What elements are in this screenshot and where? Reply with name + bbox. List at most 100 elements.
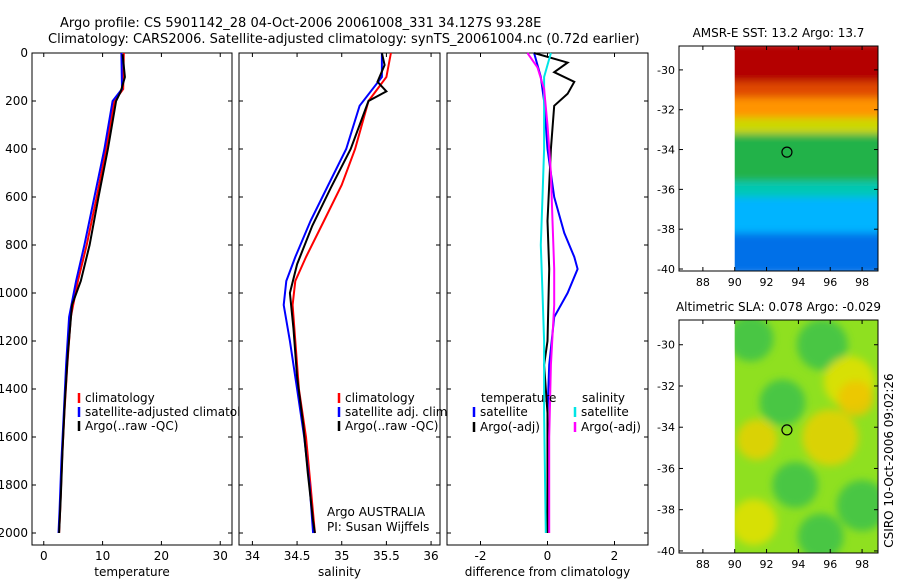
y-tick-label: 1400 [0,382,28,396]
y-tick-label: 800 [5,238,28,252]
x-tick-label: 92 [760,558,774,571]
sla-anomaly [836,480,878,532]
y-tick-label: -34 [657,421,675,434]
annotation-line: PI: Susan Wijffels [327,520,429,534]
x-tick-label: 96 [823,276,837,289]
x-tick-label: 94 [791,558,805,571]
x-tick-label: 10 [95,549,110,563]
x-tick-label: 96 [823,558,837,571]
sst-band [734,133,878,190]
salinity-panel: 34 34.5 35 35.5 36 salinity climatologysatelli… [238,52,451,579]
x-tick-label: -2 [475,549,487,563]
y-tick-label: -40 [657,263,675,276]
title-line-2: Climatology: CARS2006. Satellite-adjuste… [48,32,640,47]
y-tick-label: 2000 [0,526,28,540]
y-tick-label: 0 [20,46,28,60]
sla-anomaly [734,320,774,362]
x-tick-label: 36 [423,549,438,563]
y-tick-label: 600 [5,190,28,204]
x-tick-label: 35.5 [373,549,400,563]
sla-anomaly [797,513,844,553]
x-tick-label: 0 [544,549,552,563]
y-tick-label: -32 [657,104,675,117]
title-line-1: Argo profile: CS 5901142_28 04-Oct-2006 … [60,16,541,31]
legend-title-salinity: salinity [582,391,625,405]
temperature-panel: 0 10 20 30 0 200 400 600 800 1000 1200 1400 1600 1800… [0,46,263,579]
x-tick-label: 30 [213,549,228,563]
sla-anomaly [734,499,777,545]
x-tick-label: 34 [245,549,260,563]
y-tick-label: -38 [657,504,675,517]
map-field [734,320,878,553]
difference-panel: -2 0 2 difference from climatology temperatu… [446,52,649,579]
legend-label: satellite-adjusted climatology [85,405,263,419]
sla-anomaly [772,462,819,508]
x-tick-label: 92 [760,276,774,289]
sst-map-panel: 88 90 92 94 96 98 -30 -32 -34 -36 -38 -40 AMSR-E SST… [657,26,879,289]
x-tick-label: 94 [791,276,805,289]
y-tick-label: -34 [657,144,675,157]
y-tick-label: -32 [657,380,675,393]
sla-anomaly [802,409,859,466]
x-tick-label: 20 [154,549,169,563]
legend-label: Argo(-adj) [480,420,540,434]
x-tick-label: 90 [728,276,742,289]
annotation-line: Argo AUSTRALIA [327,505,426,519]
x-tick-label: 34.5 [284,549,311,563]
legend-label: Argo(..raw -QC) [345,419,438,433]
y-tick-label: 400 [5,142,28,156]
x-tick-label: 0 [40,549,48,563]
x-axis-label: temperature [94,565,169,579]
legend-label: climatology [85,391,155,405]
y-tick-label: 1600 [0,430,28,444]
series-line [58,54,126,534]
map-frame [678,45,879,272]
x-axis-label: salinity [318,565,361,579]
argo-position-marker [781,424,793,436]
y-tick-label: -36 [657,462,675,475]
x-tick-label: 35 [334,549,349,563]
series-line [288,52,389,534]
sla-anomaly [736,419,778,460]
sst-band [734,233,878,271]
y-tick-label: 1000 [0,286,28,300]
legend-label: Argo(..raw -QC) [85,419,178,433]
x-tick-label: 88 [696,276,710,289]
x-tick-label: 98 [855,276,869,289]
series-line [526,52,556,533]
sla-blobs [734,320,878,553]
legend-label: satellite [581,405,629,419]
legend-label: Argo(-adj) [581,420,641,434]
y-tick-label: -38 [657,223,675,236]
side-label: CSIRO 10-Oct-2006 09:02:26 [882,373,896,547]
map-frame [678,319,879,554]
plot-frame [238,52,441,546]
sla-anomaly [837,380,874,417]
legend-label: climatology [345,391,415,405]
y-tick-label: 1800 [0,478,28,492]
sst-bands [734,46,878,271]
x-tick-label: 2 [611,549,619,563]
y-tick-label: 200 [5,94,28,108]
x-tick-label: 90 [728,558,742,571]
map-title: Altimetric SLA: 0.078 Argo: -0.029 [676,300,881,314]
x-axis-label: difference from climatology [465,565,631,579]
x-tick-label: 88 [696,558,710,571]
map-field [734,46,878,271]
plot-frame [31,52,233,546]
y-tick-label: -36 [657,183,675,196]
y-tick-label: -30 [657,339,675,352]
sla-map-panel: 88 90 92 94 96 98 -30 -32 -34 -36 -38 -40 Altimetric… [657,300,896,571]
argo-position-marker [781,146,793,158]
legend-label: satellite adj. clim. [345,405,451,419]
map-title: AMSR-E SST: 13.2 Argo: 13.7 [693,26,865,40]
sla-anomaly [759,379,806,426]
legend-title-temperature: temperature [481,391,556,405]
legend-label: satellite [480,405,528,419]
y-tick-label: -30 [657,64,675,77]
y-tick-label: -40 [657,545,675,558]
y-tick-label: 1200 [0,334,28,348]
sla-anomaly [796,320,848,371]
x-tick-label: 98 [855,558,869,571]
